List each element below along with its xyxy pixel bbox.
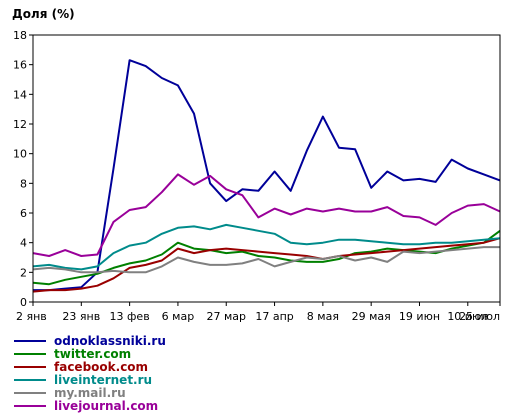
series-line-odnoklassniki-ru <box>33 59 501 292</box>
legend: odnoklassniki.rutwitter.comfacebook.coml… <box>14 334 166 413</box>
y-tick-label: 14 <box>13 88 27 101</box>
series-line-livejournal-com <box>32 173 501 257</box>
x-tick-label: 6 мар <box>162 310 195 323</box>
y-tick-label: 10 <box>13 148 27 161</box>
legend-label: facebook.com <box>54 360 148 374</box>
y-tick-label: 0 <box>20 296 27 309</box>
y-axis-label: Доля (%) <box>12 7 75 21</box>
legend-label: my.mail.ru <box>54 386 126 400</box>
y-tick-label: 6 <box>20 207 27 220</box>
plot-frame <box>32 34 501 303</box>
x-tick-label: 23 янв <box>62 310 100 323</box>
y-tick-label: 4 <box>20 237 27 250</box>
x-tick-label: 27 мар <box>206 310 246 323</box>
y-tick-label: 16 <box>13 59 27 72</box>
series-line-my-mail-ru <box>32 246 500 274</box>
legend-label: liveinternet.ru <box>54 373 152 387</box>
x-tick-label: 2 янв <box>16 310 47 323</box>
series-line-facebook-com <box>32 237 501 293</box>
x-tick-label: 19 июн <box>399 310 440 323</box>
x-tick-label: 29 мая <box>352 310 391 323</box>
y-tick-label: 18 <box>13 29 27 42</box>
series-line-liveinternet-ru <box>32 223 501 271</box>
legend-label: odnoklassniki.ru <box>54 334 166 348</box>
x-tick-label: 8 мая <box>307 310 339 323</box>
legend-label: livejournal.com <box>54 399 158 413</box>
x-tick-label: 17 апр <box>255 310 293 323</box>
y-tick-label: 12 <box>13 118 27 131</box>
y-tick-label: 2 <box>20 266 27 279</box>
legend-label: twitter.com <box>54 347 131 361</box>
y-tick-label: 8 <box>20 177 27 190</box>
x-tick-label: 13 фев <box>110 310 150 323</box>
x-tick-label: 10 июл <box>447 310 488 323</box>
y-axis-ticks: 0 2 4 6 8 10 12 14 16 18 <box>13 29 33 309</box>
x-axis-ticks: 2 янв 23 янв 13 фев 6 мар 27 мар 17 апр 8 мая 2… <box>16 302 501 323</box>
series-lines <box>32 59 501 293</box>
x-tick-label: 25 июл <box>459 310 500 323</box>
